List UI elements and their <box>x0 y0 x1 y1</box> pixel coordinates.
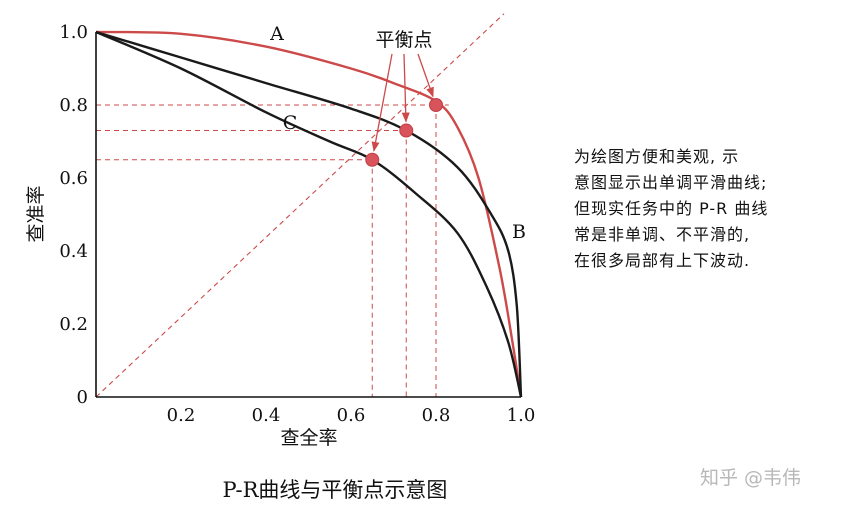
annotation-arrow-3 <box>417 53 434 98</box>
diagonal-line <box>95 13 505 398</box>
side-note-line: 但现实任务中的 P-R 曲线 <box>574 199 769 218</box>
y-tick-label: 1.0 <box>59 22 88 43</box>
annotation-arrow-2 <box>401 53 410 123</box>
y-tick-label: 0.2 <box>59 314 88 335</box>
series-line-c <box>95 30 523 398</box>
break-even-point-1 <box>365 152 380 167</box>
x-axis-label: 查全率 <box>280 427 337 449</box>
chart-title: P-R曲线与平衡点示意图 <box>223 478 448 502</box>
annotation-break-even: 平衡点 <box>375 29 432 51</box>
x-tick-label: 1.0 <box>507 405 536 426</box>
break-even-point-2 <box>399 123 414 138</box>
side-note-line: 意图显示出单调平滑曲线; <box>574 173 768 192</box>
break-even-point-3 <box>429 98 443 112</box>
y-tick-label: 0.8 <box>59 95 88 116</box>
y-tick-label: 0.4 <box>59 241 88 262</box>
side-note-line: 常是非单调、不平滑的, <box>574 225 751 244</box>
series-line-b <box>95 30 523 398</box>
y-tick-label: 0.6 <box>59 168 88 189</box>
side-note: 为绘图方便和美观, 示 意图显示出单调平滑曲线; 但现实任务中的 P-R 曲线 … <box>574 144 836 274</box>
curve-label-a: A <box>269 23 284 45</box>
annotation-arrow-1 <box>371 53 393 152</box>
x-tick-label: 0.4 <box>252 405 281 426</box>
curve-label-c: C <box>283 112 298 134</box>
y-axis-label: 查准率 <box>25 185 47 242</box>
series-line-a <box>95 30 523 398</box>
y-tick-label: 0 <box>77 387 88 408</box>
x-tick-label: 0.6 <box>337 405 366 426</box>
x-tick-label: 0.8 <box>422 405 451 426</box>
side-note-line: 为绘图方便和美观, 示 <box>574 147 740 166</box>
watermark: 知乎 @韦伟 <box>700 467 802 489</box>
side-note-line: 在很多局部有上下波动. <box>574 251 751 270</box>
curve-label-b: B <box>512 221 526 243</box>
x-tick-label: 0.2 <box>167 405 196 426</box>
